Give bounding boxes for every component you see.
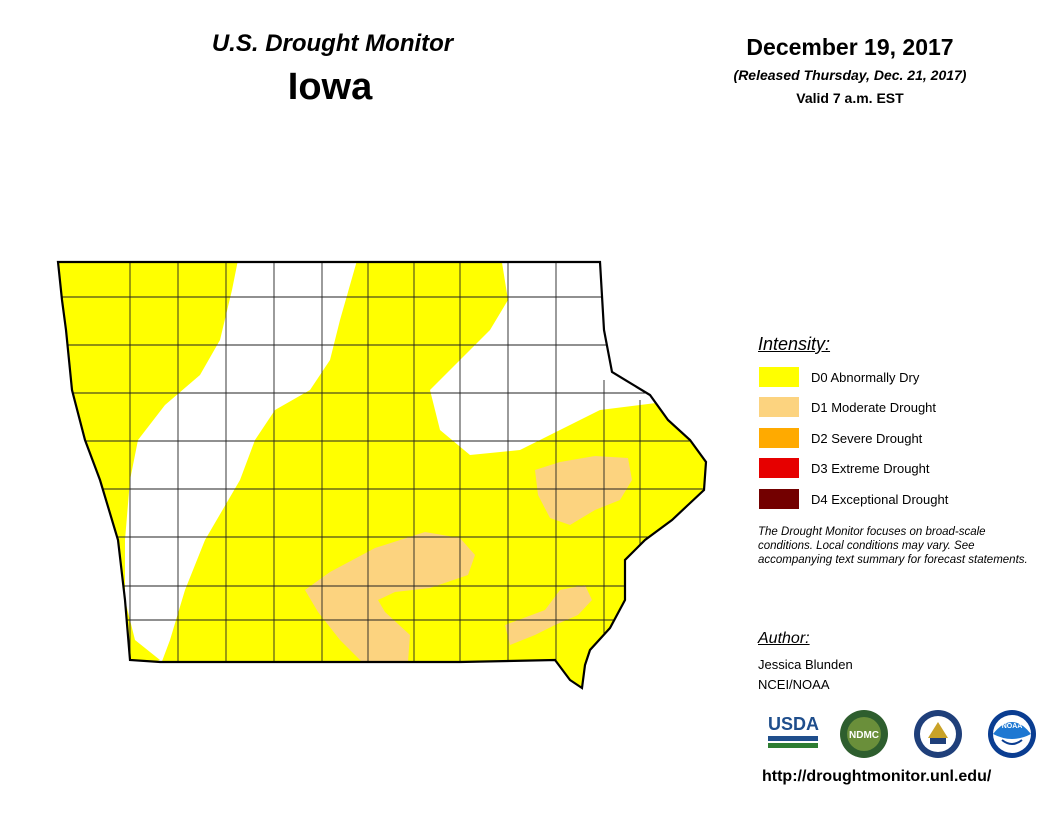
map-date: December 19, 2017 bbox=[746, 34, 954, 60]
state-name: Iowa bbox=[287, 66, 373, 108]
author-heading: Author: bbox=[758, 630, 810, 647]
legend-item-d1: D1 Moderate Drought bbox=[759, 396, 936, 418]
website-link[interactable]: http://droughtmonitor.unl.edu/ bbox=[762, 768, 992, 785]
legend-item-d2: D2 Severe Drought bbox=[759, 427, 922, 449]
legend-item-d0: D0 Abnormally Dry bbox=[759, 366, 919, 388]
legend-label-d0: D0 Abnormally Dry bbox=[811, 369, 920, 385]
disclaimer-note: The Drought Monitor focuses on broad-sca… bbox=[758, 526, 1028, 566]
legend-label-d4: D4 Exceptional Drought bbox=[811, 491, 949, 507]
iowa-drought-map bbox=[56, 260, 708, 690]
legend-item-d3: D3 Extreme Drought bbox=[759, 457, 930, 479]
svg-text:USDA: USDA bbox=[768, 714, 819, 734]
usda-logo-icon: USDA bbox=[768, 714, 819, 748]
commerce-logo-icon bbox=[914, 710, 962, 758]
legend-label-d2: D2 Severe Drought bbox=[811, 430, 923, 446]
legend-swatch-d2 bbox=[759, 428, 799, 448]
legend-swatch-d3 bbox=[759, 458, 799, 478]
ndmc-logo-icon: NDMC bbox=[840, 710, 888, 758]
author-name: Jessica Blunden bbox=[758, 657, 853, 672]
release-date: (Released Thursday, Dec. 21, 2017) bbox=[733, 67, 967, 83]
map-region-d1-east bbox=[535, 456, 632, 525]
legend-swatch-d0 bbox=[759, 367, 799, 387]
product-title: U.S. Drought Monitor bbox=[211, 30, 454, 57]
svg-text:NDMC: NDMC bbox=[849, 730, 879, 741]
author-org: NCEI/NOAA bbox=[758, 677, 830, 692]
noaa-logo-icon: NOAA bbox=[988, 710, 1036, 758]
valid-time: Valid 7 a.m. EST bbox=[796, 90, 904, 106]
map-region-d1-south bbox=[305, 532, 475, 662]
map-region-d1-southeast bbox=[505, 585, 592, 645]
svg-text:NOAA: NOAA bbox=[1002, 723, 1023, 730]
legend-title: Intensity: bbox=[758, 334, 831, 354]
legend-label-d3: D3 Extreme Drought bbox=[811, 460, 930, 476]
legend-label-d1: D1 Moderate Drought bbox=[811, 399, 937, 415]
legend-swatch-d1 bbox=[759, 397, 799, 417]
agency-logos: USDA NDMC NOAA bbox=[768, 710, 1036, 758]
legend-swatch-d4 bbox=[759, 489, 799, 509]
legend-item-d4: D4 Exceptional Drought bbox=[759, 488, 948, 510]
